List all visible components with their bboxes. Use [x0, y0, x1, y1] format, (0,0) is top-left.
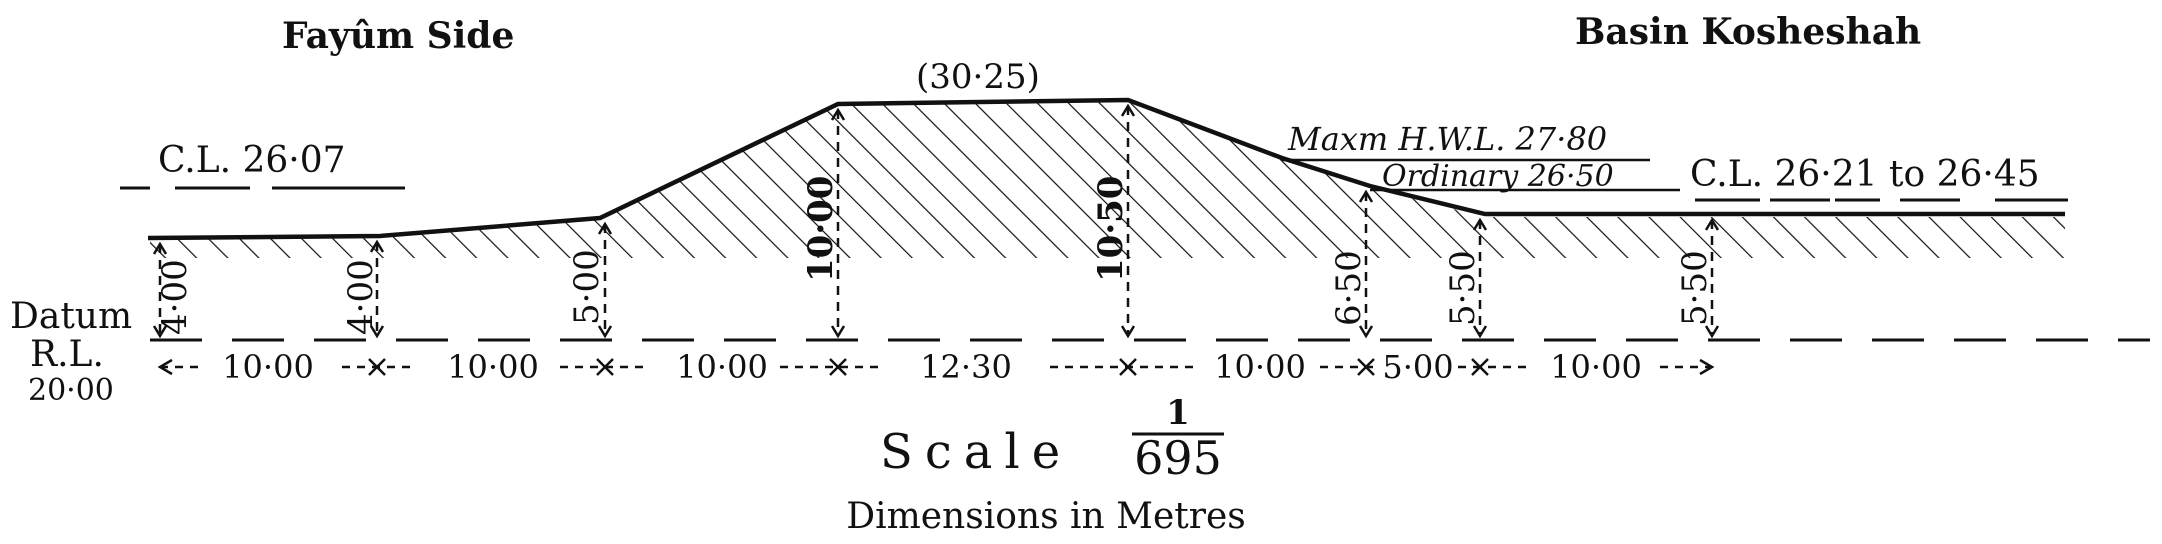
scale-denominator: 695 — [1134, 431, 1222, 485]
span-label-2: 10·00 — [447, 348, 539, 386]
crest-level-label: (30·25) — [916, 57, 1040, 97]
datum-rl-value: 20·00 — [28, 373, 114, 408]
span-label-3: 10·00 — [676, 348, 768, 386]
cl-left-label: C.L. 26·07 — [158, 140, 346, 181]
scale-label: Scale — [880, 424, 1072, 480]
span-label-4: 12·30 — [920, 348, 1012, 386]
height-label-8: 5·50 — [1675, 250, 1715, 326]
cl-right-label: C.L. 26·21 to 26·45 — [1690, 154, 2040, 195]
span-label-7: 10·00 — [1550, 348, 1642, 386]
scale-numerator: 1 — [1166, 393, 1190, 433]
datum-rl-label: R.L. — [30, 334, 104, 375]
ordinary-level-label: Ordinary 26·50 — [1382, 159, 1614, 194]
height-label-2: 4·00 — [341, 259, 381, 335]
datum-label: Datum — [10, 296, 132, 337]
span-label-6: 5·00 — [1382, 348, 1453, 386]
left-side-heading: Fayûm Side — [282, 15, 514, 57]
earthwork-hatching — [150, 102, 2065, 258]
height-label-6: 6·50 — [1329, 250, 1369, 326]
height-arrowheads — [152, 103, 1720, 339]
span-dimension-line — [157, 358, 1715, 376]
right-side-heading: Basin Kosheshah — [1575, 11, 1921, 53]
height-label-1: 4·00 — [155, 259, 195, 335]
span-label-5: 10·00 — [1214, 348, 1306, 386]
height-label-4: 10·00 — [801, 176, 841, 282]
span-label-1: 10·00 — [222, 348, 314, 386]
units-note: Dimensions in Metres — [846, 496, 1246, 537]
max-hwl-label: Maxm H.W.L. 27·80 — [1287, 120, 1607, 158]
height-label-7: 5·50 — [1443, 250, 1483, 326]
bank-profile-line — [147, 97, 2065, 241]
height-label-5: 10·50 — [1091, 176, 1131, 282]
height-dimensions — [158, 106, 1714, 336]
height-label-3: 5·00 — [567, 249, 607, 325]
